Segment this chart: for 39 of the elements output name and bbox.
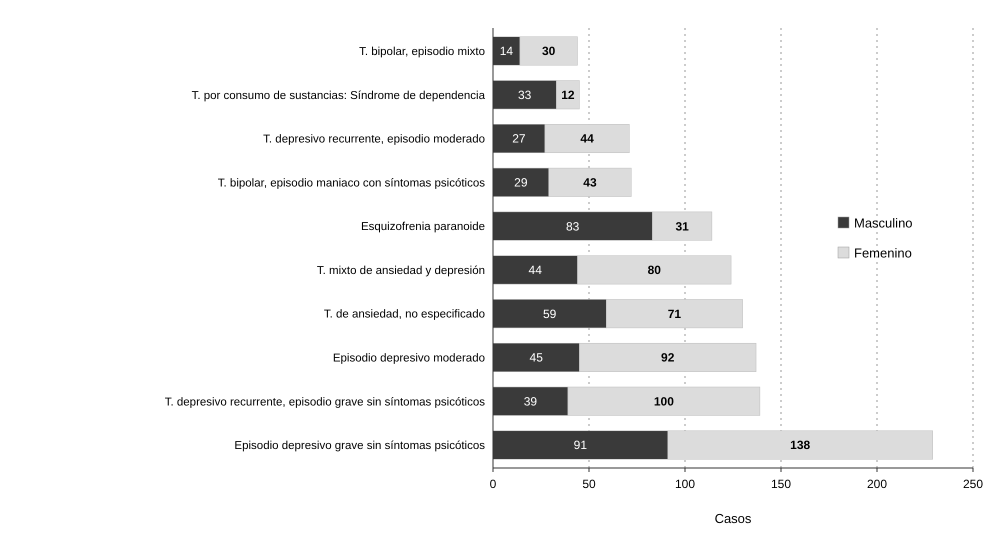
data-label: 45: [530, 350, 544, 365]
data-label: 30: [542, 44, 556, 58]
y-tick-label: T. bipolar, episodio mixto: [359, 46, 485, 58]
data-label: 59: [542, 306, 557, 321]
data-label: 83: [566, 219, 580, 234]
y-tick-label: T. bipolar, episodio maniaco con síntomas psicóticos: [218, 177, 486, 190]
data-label: 39: [524, 394, 538, 408]
x-tick-label: 50: [582, 477, 596, 491]
data-label: 100: [654, 394, 674, 408]
data-label: 138: [790, 438, 811, 452]
y-tick-label: T. de ansiedad, no especificado: [324, 308, 485, 321]
data-label: 71: [668, 306, 682, 321]
y-tick-label: T. por consumo de sustancias: Síndrome de dependencia: [192, 90, 486, 102]
data-label: 44: [580, 132, 594, 146]
data-label: 43: [583, 176, 597, 190]
x-tick-label: 100: [674, 477, 696, 491]
data-label: 80: [648, 263, 662, 278]
x-tick-label: 200: [866, 477, 888, 491]
data-label: 31: [675, 219, 690, 234]
data-label: 44: [528, 263, 542, 278]
y-tick-label: T. depresivo recurrente, episodio moderado: [263, 134, 485, 146]
x-tick-label: 150: [770, 477, 792, 491]
data-label: 27: [512, 132, 526, 146]
data-label: 33: [518, 88, 532, 102]
x-axis-title: Casos: [714, 511, 752, 526]
data-label: 92: [661, 350, 675, 365]
y-tick-label: T. depresivo recurrente, episodio grave sin síntomas psicóticos: [164, 396, 486, 408]
x-tick-label: 0: [490, 477, 497, 491]
y-tick-label: Esquizofrenia paranoide: [360, 221, 485, 234]
y-tick-label: Episodio depresivo moderado: [332, 352, 485, 364]
data-label: 14: [500, 44, 514, 58]
data-label: 29: [514, 176, 528, 190]
data-label: 91: [574, 438, 588, 452]
y-tick-label: Episodio depresivo grave sin síntomas psicóticos: [234, 440, 486, 452]
legend-label: Femenino: [854, 246, 912, 261]
y-tick-label: T. mixto de ansiedad y depresión: [316, 264, 485, 277]
data-label: 12: [561, 88, 575, 102]
legend-label: Masculino: [854, 216, 913, 231]
x-tick-label: 250: [962, 477, 984, 491]
